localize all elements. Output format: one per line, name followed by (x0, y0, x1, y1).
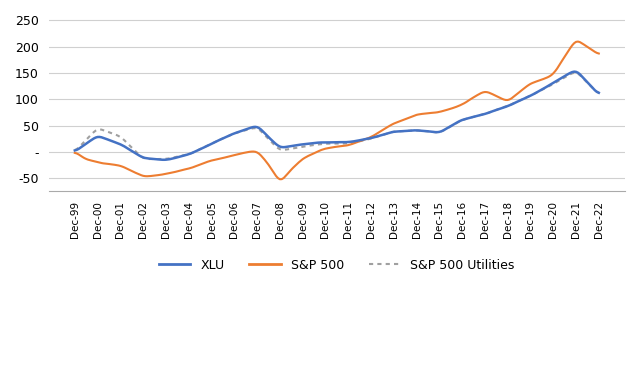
Legend: XLU, S&P 500, S&P 500 Utilities: XLU, S&P 500, S&P 500 Utilities (154, 254, 520, 277)
